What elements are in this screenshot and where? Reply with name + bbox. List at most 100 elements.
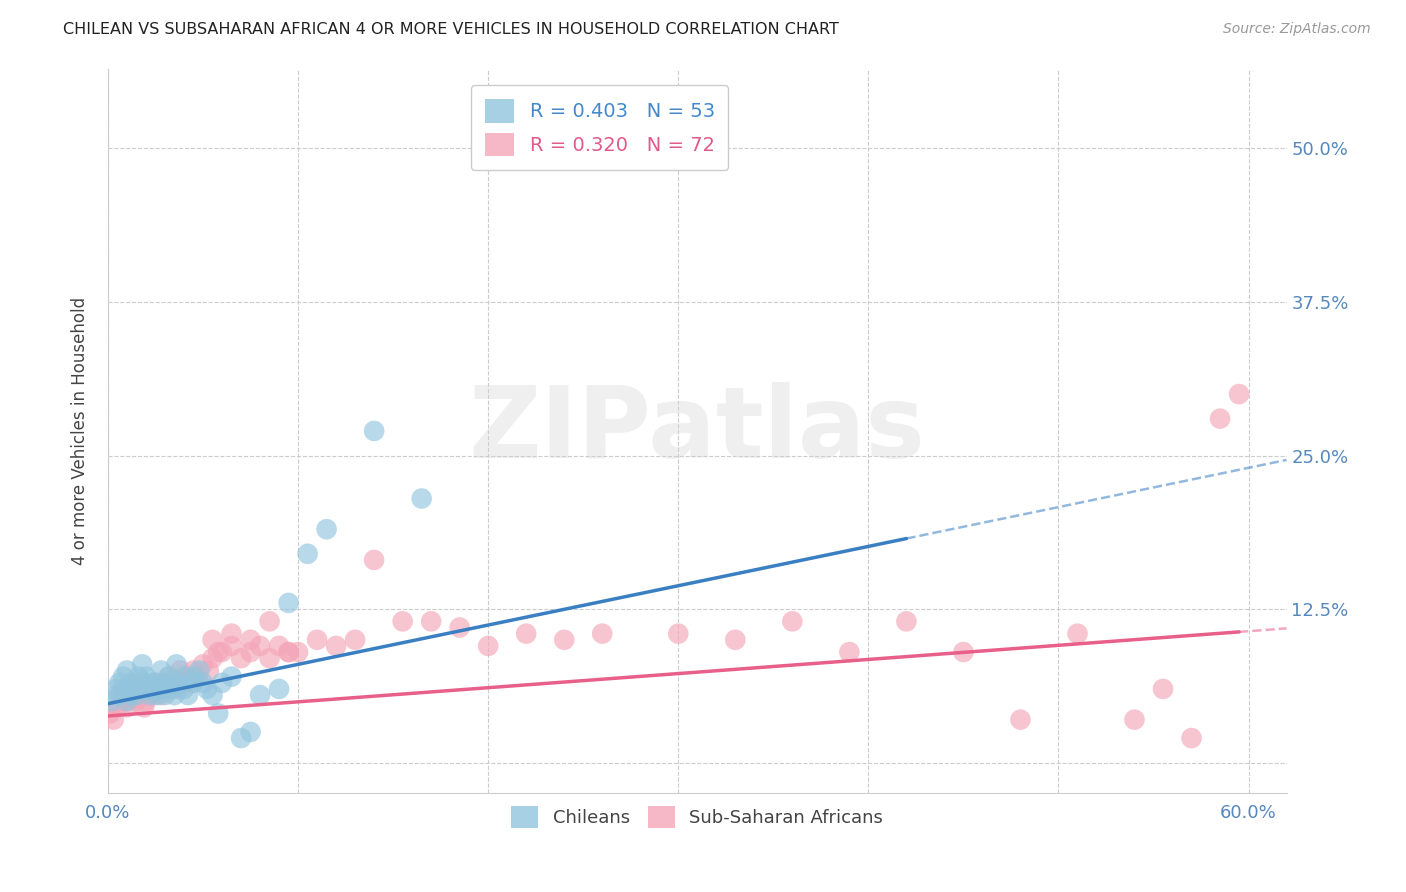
Point [239,725,262,739]
Point [177,688,200,702]
Point [135,670,157,684]
Point [107,700,129,714]
Point [150,681,173,696]
Point [297,547,319,561]
Point [183,670,205,684]
Point [121,681,143,696]
Point [120,688,142,702]
Point [163,675,186,690]
Point [169,675,191,690]
Point [180,675,202,690]
Point [104,681,127,696]
Point [553,632,575,647]
Point [1227,387,1250,401]
Point [153,675,176,690]
Point [163,688,186,702]
Point [724,632,747,647]
Point [259,651,281,665]
Point [131,657,153,672]
Point [1066,626,1088,640]
Point [125,688,148,702]
Point [287,645,309,659]
Point [139,681,162,696]
Point [221,626,243,640]
Point [145,675,167,690]
Point [177,670,200,684]
Text: CHILEAN VS SUBSAHARAN AFRICAN 4 OR MORE VEHICLES IN HOUSEHOLD CORRELATION CHART: CHILEAN VS SUBSAHARAN AFRICAN 4 OR MORE … [63,22,839,37]
Point [142,681,165,696]
Point [169,664,191,678]
Point [666,626,689,640]
Point [173,670,195,684]
Point [112,670,135,684]
Point [135,694,157,708]
Point [1180,731,1202,745]
Point [1152,681,1174,696]
Point [239,632,262,647]
Point [411,491,433,506]
Point [211,675,233,690]
Point [173,681,195,696]
Point [139,675,162,690]
Point [307,632,329,647]
Point [125,681,148,696]
Point [125,694,148,708]
Point [139,688,162,702]
Point [221,639,243,653]
Point [115,694,138,708]
Point [153,688,176,702]
Point [207,645,229,659]
Point [191,657,214,672]
Point [132,700,155,714]
Point [249,688,271,702]
Point [165,657,187,672]
Point [363,424,385,438]
Point [148,681,170,696]
Point [591,626,613,640]
Point [1010,713,1032,727]
Point [477,639,499,653]
Point [135,681,157,696]
Point [150,664,173,678]
Point [150,688,173,702]
Point [131,688,153,702]
Point [197,664,219,678]
Point [142,688,165,702]
Point [98,706,121,721]
Point [163,675,186,690]
Point [153,675,176,690]
Point [159,681,181,696]
Point [167,681,190,696]
Point [1123,713,1146,727]
Point [183,675,205,690]
Point [127,675,149,690]
Point [267,681,290,696]
Point [201,651,224,665]
Point [449,620,471,634]
Point [173,675,195,690]
Text: Source: ZipAtlas.com: Source: ZipAtlas.com [1223,22,1371,37]
Point [277,645,299,659]
Point [259,615,281,629]
Point [207,706,229,721]
Point [188,664,211,678]
Point [391,615,413,629]
Point [146,688,169,702]
Legend: Chileans, Sub-Saharan Africans: Chileans, Sub-Saharan Africans [503,798,890,835]
Y-axis label: 4 or more Vehicles in Household: 4 or more Vehicles in Household [72,297,89,565]
Point [515,626,537,640]
Point [186,670,208,684]
Point [127,670,149,684]
Point [325,639,347,653]
Point [157,670,180,684]
Point [315,522,337,536]
Point [952,645,974,659]
Point [420,615,443,629]
Point [249,639,271,653]
Point [221,670,243,684]
Point [782,615,804,629]
Point [145,675,167,690]
Point [162,681,184,696]
Point [195,681,218,696]
Point [112,681,135,696]
